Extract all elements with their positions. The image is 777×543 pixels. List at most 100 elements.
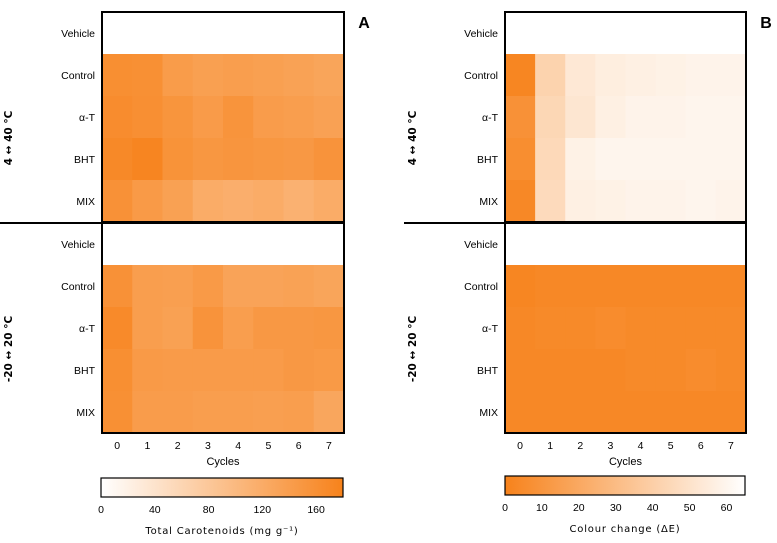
colorbar-tick-label: 80 — [203, 504, 215, 516]
row-label: Control — [464, 70, 498, 82]
heatmap-cell — [715, 54, 747, 97]
heatmap-cell — [132, 96, 164, 139]
heatmap-cell — [162, 265, 194, 308]
heatmap-cell — [505, 12, 536, 55]
heatmap-cell — [625, 54, 657, 97]
colorbar-tick-label: 160 — [307, 504, 325, 516]
heatmap-cell — [223, 349, 254, 392]
colorbar-tick-label: 10 — [536, 502, 548, 514]
heatmap-cell — [655, 138, 687, 181]
heatmap-cell — [192, 12, 224, 55]
heatmap-cell — [192, 180, 224, 223]
heatmap-cell — [132, 180, 164, 223]
heatmap-cell — [505, 391, 536, 434]
heatmap-cell — [535, 54, 566, 97]
heatmap-cell — [715, 96, 747, 139]
heatmap-cell — [535, 96, 566, 139]
x-tick-label: 3 — [608, 440, 614, 452]
heatmap-cell — [655, 54, 687, 97]
heatmap-cell — [313, 223, 345, 266]
heatmap-cell — [655, 223, 687, 266]
heatmap-cell — [192, 391, 224, 434]
heatmap-cell — [625, 96, 657, 139]
heatmap-cell — [162, 54, 194, 97]
colorbar — [504, 475, 746, 496]
group-label: 4 ↔ 40 °C — [3, 110, 15, 165]
heatmap-cell — [132, 391, 164, 434]
heatmap-cell — [192, 223, 224, 266]
colorbar-tick-label: 120 — [254, 504, 272, 516]
heatmap-cell — [253, 54, 285, 97]
heatmap-cell — [102, 138, 133, 181]
heatmap-cell — [162, 391, 194, 434]
heatmap-cell — [565, 307, 596, 350]
heatmap-cell — [132, 138, 164, 181]
row-label: α-T — [482, 323, 499, 335]
x-axis-title: Cycles — [206, 456, 240, 468]
row-label: MIX — [479, 407, 498, 419]
row-label: BHT — [477, 154, 499, 166]
heatmap-cell — [102, 180, 133, 223]
group-label: -20 ↔ 20 °C — [3, 316, 15, 383]
heatmap-cell — [655, 349, 687, 392]
heatmap-cell — [505, 265, 536, 308]
colorbar-tick-label: 20 — [573, 502, 585, 514]
heatmap-cell — [253, 349, 285, 392]
heatmap-cell — [283, 54, 315, 97]
heatmap-cell — [685, 54, 717, 97]
heatmap-cell — [253, 12, 285, 55]
x-tick-label: 2 — [577, 440, 583, 452]
heatmap-cell — [313, 349, 345, 392]
heatmap-cell — [223, 265, 254, 308]
heatmap-cell — [505, 138, 536, 181]
heatmap-cell — [595, 223, 627, 266]
heatmap-cell — [715, 349, 747, 392]
panel-letter: B — [760, 15, 772, 32]
group-label: 4 ↔ 40 °C — [407, 110, 419, 165]
heatmap-cell — [715, 180, 747, 223]
heatmap-cell — [313, 12, 345, 55]
heatmap-cell — [685, 96, 717, 139]
heatmap-cell — [655, 391, 687, 434]
row-label: Vehicle — [464, 239, 498, 251]
row-label: MIX — [76, 196, 95, 208]
heatmap-cell — [192, 54, 224, 97]
heatmap-cell — [595, 180, 627, 223]
colorbar-tick-label: 0 — [502, 502, 508, 514]
x-tick-label: 6 — [698, 440, 704, 452]
heatmap-cell — [625, 180, 657, 223]
heatmap-cell — [283, 265, 315, 308]
panel-B: Vehicle Control α-T BHT MIX 4 ↔ 40 °C Vehicle C… — [404, 11, 772, 535]
heatmap-cell — [253, 138, 285, 181]
heatmap-cell — [102, 96, 133, 139]
heatmap-cell — [102, 391, 133, 434]
heatmap-cell — [595, 265, 627, 308]
x-tick-label: 6 — [296, 440, 302, 452]
heatmap-cell — [132, 12, 164, 55]
heatmap-cell — [625, 349, 657, 392]
x-tick-label: 1 — [144, 440, 150, 452]
heatmap-cell — [715, 223, 747, 266]
x-tick-label: 2 — [175, 440, 181, 452]
heatmap-cell — [102, 349, 133, 392]
heatmap-cell — [505, 96, 536, 139]
heatmap-cell — [223, 12, 254, 55]
heatmap-cell — [283, 391, 315, 434]
heatmap-cell — [283, 307, 315, 350]
heatmap-cell — [102, 307, 133, 350]
heatmap-cell — [505, 54, 536, 97]
heatmap-cell — [283, 12, 315, 55]
heatmap-cell — [223, 307, 254, 350]
heatmap-cell — [192, 265, 224, 308]
row-label: α-T — [482, 112, 499, 124]
heatmap-cell — [313, 138, 345, 181]
colorbar-tick-label: 40 — [647, 502, 659, 514]
heatmap-cell — [132, 307, 164, 350]
heatmap-cell — [535, 180, 566, 223]
heatmap-cell — [132, 54, 164, 97]
colorbar-tick-label: 30 — [610, 502, 622, 514]
x-tick-label: 4 — [235, 440, 241, 452]
heatmap-cell — [102, 12, 133, 55]
heatmap-cell — [192, 96, 224, 139]
